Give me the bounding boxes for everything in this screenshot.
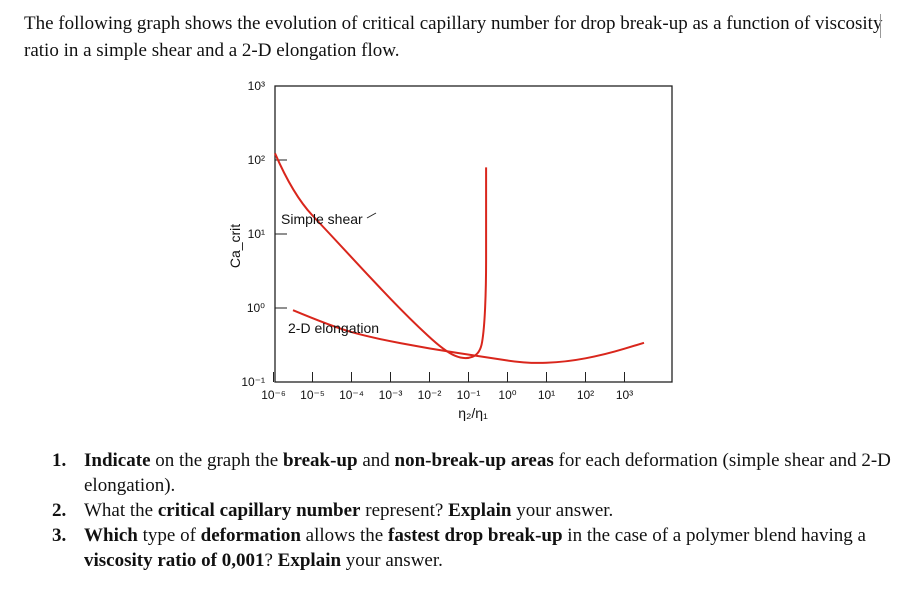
question-emphasis: Explain [448,500,512,521]
y-tick-label: 10³ [248,79,265,93]
x-axis-ticks: 10⁻⁶ 10⁻⁵ 10⁻⁴ 10⁻³ 10⁻² 10⁻¹ 10⁰ 10¹ 10² 10³ [261,372,633,402]
x-tick-label: 10⁻⁴ [339,388,364,402]
series-line-simple-shear [274,152,488,360]
question-emphasis: Explain [277,550,342,571]
question-list: 1. Indicate on the graph the break-up and… [52,448,892,573]
question-emphasis: critical capillary number [157,500,361,521]
x-tick-label: 10⁰ [498,388,516,402]
intro-paragraph: The following graph shows the evolution … [24,13,883,61]
curves [274,152,645,364]
question-text: your answer. [511,500,614,521]
question-emphasis: fastest drop break-up [388,525,563,546]
y-tick-label: 10⁰ [247,301,265,315]
x-tick-label: 10¹ [538,388,555,402]
question-emphasis: viscosity ratio of 0,001 [84,550,265,571]
question-emphasis: non-break-up areas [394,450,554,471]
question-emphasis: break-up [282,450,358,471]
question-text: and [357,450,395,471]
question-number: 1. [52,450,67,471]
question-text: for each deformation (simple shear and 2… [84,450,891,496]
question-text: What the [84,500,158,521]
text-cursor [880,14,881,38]
question-text: your answer. [341,550,443,571]
series-line-2d-elongation [292,309,645,364]
y-axis-label: Ca_crit [227,224,243,268]
x-tick-label: 10² [577,388,594,402]
y-tick-label: 10⁻¹ [241,375,265,389]
question-number: 3. [52,525,67,546]
question-item: 2. What the critical capillary number rep… [52,498,892,523]
x-tick-label: 10⁻⁵ [300,388,325,402]
question-text: allows the [300,525,388,546]
question-item: 3. Which type of deformation allows the f… [52,523,892,573]
question-text: on the graph the [150,450,283,471]
y-axis-ticks: 10⁻¹ 10⁰ 10¹ 10² 10³ [241,79,287,389]
question-text: type of [137,525,201,546]
question-emphasis: deformation [200,525,301,546]
question-emphasis: Indicate [84,450,151,471]
plot-frame [274,85,673,383]
y-tick-label: 10¹ [248,227,265,241]
question-number: 2. [52,500,67,521]
annotation-2d-elongation: 2-D elongation [288,320,379,336]
annotation-simple-shear: Simple shear [281,211,363,227]
x-tick-label: 10³ [616,388,633,402]
x-tick-label: 10⁻³ [379,388,403,402]
question-text: represent? [360,500,449,521]
x-tick-label: 10⁻¹ [457,388,481,402]
y-tick-label: 10² [248,153,265,167]
annotation-simple-shear-leader [366,212,377,219]
question-text: in the case of a polymer blend having a [562,525,866,546]
question-text: ? [264,550,278,571]
x-tick-label: 10⁻⁶ [261,388,286,402]
question-emphasis: Which [84,525,138,546]
question-item: 1. Indicate on the graph the break-up and… [52,448,892,498]
x-axis-label: η₂/η₁ [458,405,488,421]
x-tick-label: 10⁻² [418,388,442,402]
